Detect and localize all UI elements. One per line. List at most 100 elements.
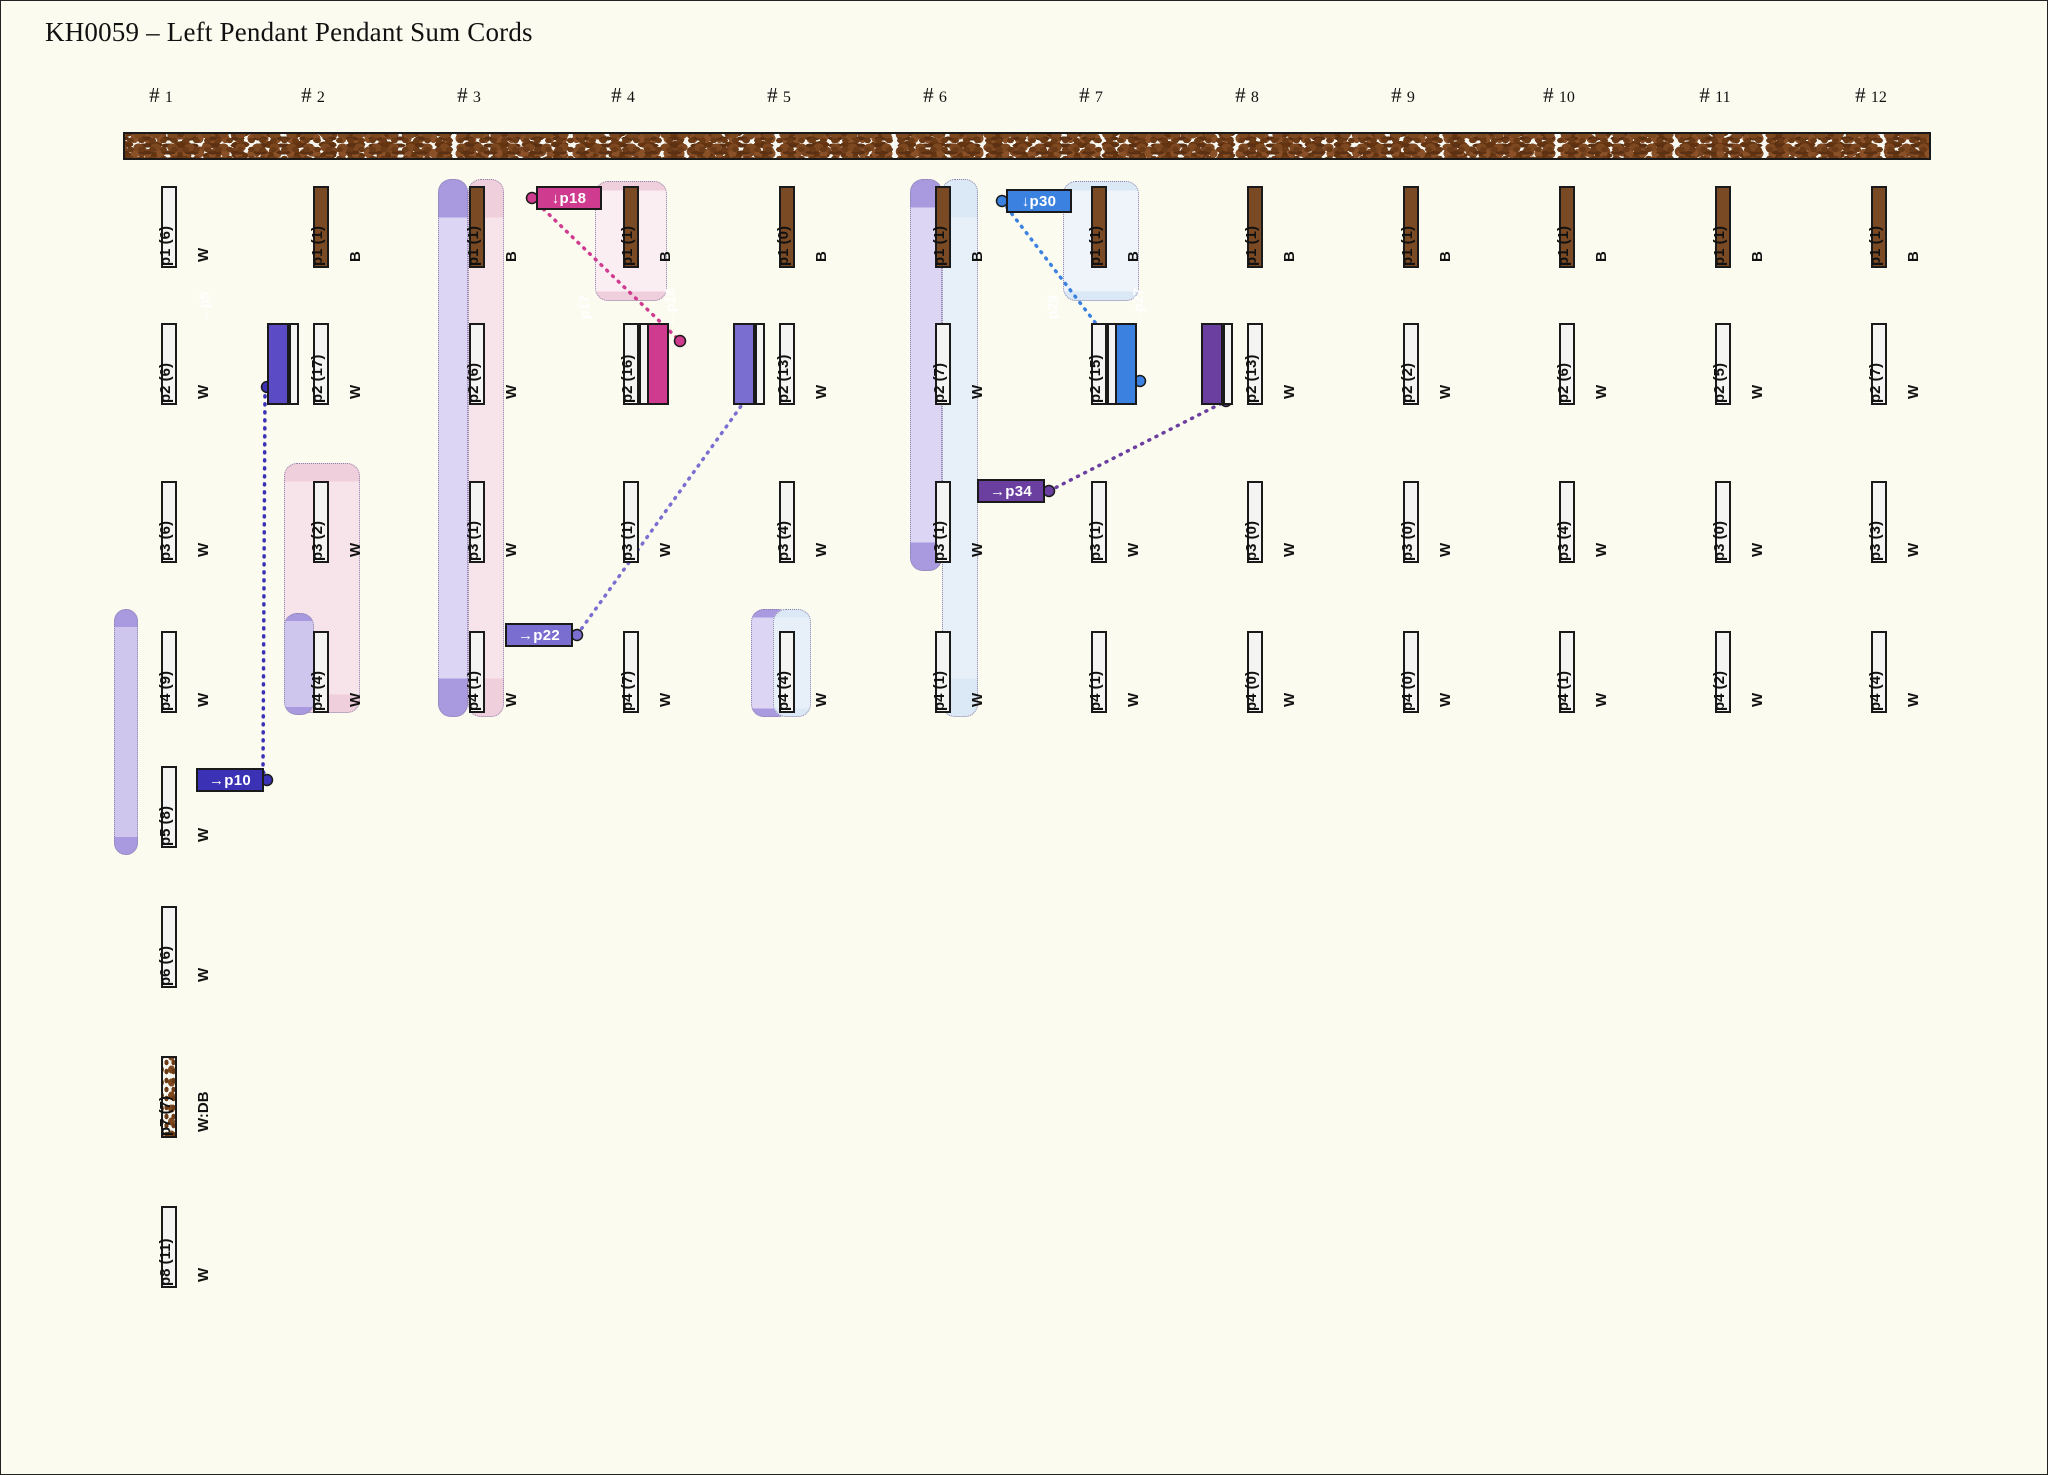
badge-p18[interactable]: ↓p18 <box>536 186 602 210</box>
cord-col3-p3[interactable] <box>469 481 485 563</box>
cord-label-col3-p2: p2 (6) <box>465 362 482 403</box>
cord-col7-p2[interactable] <box>1091 323 1107 405</box>
cord-col1-p1[interactable] <box>161 186 177 268</box>
column-number: 7 <box>1094 89 1103 106</box>
cord-col5-p1[interactable] <box>779 186 795 268</box>
cord-color-code-col2-p2: W <box>347 384 364 399</box>
cord-col9-p3[interactable] <box>1403 481 1419 563</box>
badge-p34[interactable]: →p34 <box>977 479 1045 503</box>
cord-color-code-col11-p1: B <box>1749 251 1766 262</box>
link-p22-to-p16 <box>575 393 751 637</box>
cord-col8-p1[interactable] <box>1247 186 1263 268</box>
cord-col8-p2[interactable] <box>1247 323 1263 405</box>
cord-col1-p2[interactable] <box>161 323 177 405</box>
cord-col6-p2[interactable] <box>935 323 951 405</box>
badge-p10[interactable]: →p10 <box>196 768 264 792</box>
cord-label-col5-p4: p4 (4) <box>775 670 792 711</box>
group-col6-right <box>942 179 978 717</box>
cord-col4-p1[interactable] <box>623 186 639 268</box>
cord-chip-p5-col2[interactable]: ←p5 <box>196 292 289 405</box>
cord-col12-p3[interactable] <box>1871 481 1887 563</box>
cord-chip-label: ←p16 <box>662 287 678 327</box>
cord-col8-p3[interactable] <box>1247 481 1263 563</box>
cord-col4-p2[interactable] <box>623 323 639 405</box>
cord-label-col8-p2: p2 (13) <box>1243 354 1260 403</box>
cord-chip-p16-col5[interactable]: ←p16 <box>662 288 755 405</box>
cord-cluster-filler-col5-p2 <box>755 323 765 405</box>
hash-symbol: # <box>301 83 312 107</box>
badge-p22[interactable]: →p22 <box>505 623 573 647</box>
cord-color-code-col10-p2: W <box>1593 384 1610 399</box>
cord-color-code-col2-p1: B <box>347 251 364 262</box>
cord-col3-p1[interactable] <box>469 186 485 268</box>
cord-col10-p4[interactable] <box>1559 631 1575 713</box>
cord-label-col10-p4: p4 (1) <box>1555 670 1572 711</box>
cord-col3-p4[interactable] <box>469 631 485 713</box>
cord-label-col6-p3: p3 (1) <box>931 520 948 561</box>
cord-col7-p4[interactable] <box>1091 631 1107 713</box>
column-header-8: # 8 <box>1235 83 1259 108</box>
cord-color-code-col3-p3: W <box>503 542 520 557</box>
cord-col12-p2[interactable] <box>1871 323 1887 405</box>
hash-symbol: # <box>1391 83 1402 107</box>
cord-col5-p2[interactable] <box>779 323 795 405</box>
cord-col6-p3[interactable] <box>935 481 951 563</box>
link-p34-to-p27 <box>1047 399 1228 493</box>
cord-col1-p4[interactable] <box>161 631 177 713</box>
cord-col9-p2[interactable] <box>1403 323 1419 405</box>
cord-col1-p3[interactable] <box>161 481 177 563</box>
cord-col6-p4[interactable] <box>935 631 951 713</box>
cord-color-code-col10-p3: W <box>1593 542 1610 557</box>
column-header-7: # 7 <box>1079 83 1103 108</box>
cord-col7-p3[interactable] <box>1091 481 1107 563</box>
cord-col11-p3[interactable] <box>1715 481 1731 563</box>
cord-col4-p4[interactable] <box>623 631 639 713</box>
cord-col10-p3[interactable] <box>1559 481 1575 563</box>
cord-col5-p4[interactable] <box>779 631 795 713</box>
cord-col1-p7[interactable] <box>161 1056 177 1138</box>
hash-symbol: # <box>1235 83 1246 107</box>
cord-label-col12-p1: p1 (1) <box>1867 225 1884 266</box>
cord-col12-p1[interactable] <box>1871 186 1887 268</box>
cord-col11-p4[interactable] <box>1715 631 1731 713</box>
cord-col2-p4[interactable] <box>313 631 329 713</box>
hash-symbol: # <box>1079 83 1090 107</box>
link-p34-to-p27-endpoint-1 <box>1042 484 1056 498</box>
cord-col1-p5[interactable] <box>161 766 177 848</box>
cord-col2-p2[interactable] <box>313 323 329 405</box>
cord-col9-p4[interactable] <box>1403 631 1419 713</box>
badge-p30[interactable]: ↓p30 <box>1006 189 1072 213</box>
cord-label-col6-p4: p4 (1) <box>931 670 948 711</box>
cord-label-col9-p1: p1 (1) <box>1399 225 1416 266</box>
cord-chip-label: ←p5 <box>196 291 212 323</box>
cord-col8-p4[interactable] <box>1247 631 1263 713</box>
cord-label-col2-p2: p2 (17) <box>309 354 326 403</box>
cord-col9-p1[interactable] <box>1403 186 1419 268</box>
column-number: 11 <box>1715 89 1731 106</box>
cord-col1-p8[interactable] <box>161 1206 177 1288</box>
column-number: 12 <box>1870 89 1887 106</box>
page-title: KH0059 – Left Pendant Pendant Sum Cords <box>45 17 533 47</box>
cord-col11-p1[interactable] <box>1715 186 1731 268</box>
cord-col2-p3[interactable] <box>313 481 329 563</box>
cord-color-code-col6-p4: W <box>969 692 986 707</box>
cord-col11-p2[interactable] <box>1715 323 1731 405</box>
cord-col7-p1[interactable] <box>1091 186 1107 268</box>
cord-col2-p1[interactable] <box>313 186 329 268</box>
column-number: 5 <box>782 89 791 106</box>
cord-color-code-col11-p3: W <box>1749 542 1766 557</box>
cord-col10-p2[interactable] <box>1559 323 1575 405</box>
cord-col12-p4[interactable] <box>1871 631 1887 713</box>
cord-label-col9-p4: p4 (0) <box>1399 670 1416 711</box>
cord-color-code-col9-p4: W <box>1437 692 1454 707</box>
column-header-9: # 9 <box>1391 83 1415 108</box>
cord-col1-p6[interactable] <box>161 906 177 988</box>
cord-col5-p3[interactable] <box>779 481 795 563</box>
cord-col6-p1[interactable] <box>935 186 951 268</box>
cord-chip-p27-col8[interactable]: ←p27 <box>1130 288 1223 405</box>
cord-col10-p1[interactable] <box>1559 186 1575 268</box>
cord-col3-p2[interactable] <box>469 323 485 405</box>
cord-label-col1-p7: p7 (7) <box>157 1095 174 1136</box>
cord-col4-p3[interactable] <box>623 481 639 563</box>
